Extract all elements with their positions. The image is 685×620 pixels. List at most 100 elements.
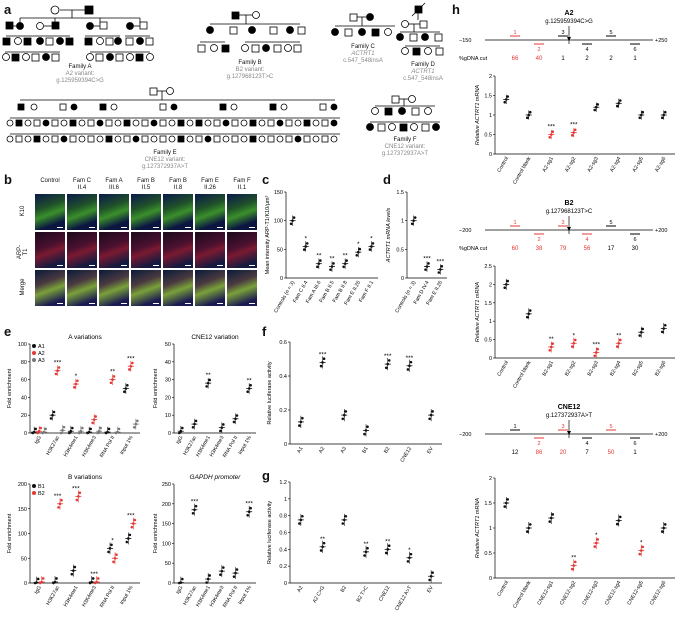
data-point (330, 265, 334, 268)
data-point (528, 523, 532, 526)
significance-label: * (357, 241, 360, 248)
significance-label: * (111, 537, 114, 544)
data-point (641, 110, 645, 114)
locus-subtitle: g.127372937A>T (546, 413, 593, 419)
data-point (91, 421, 94, 425)
data-point (68, 431, 71, 435)
data-point (615, 104, 619, 108)
family-e-caption: Family E CNE12 variant: g.127372937A>T (125, 150, 205, 171)
y-tick-label: 0.6 (279, 340, 287, 346)
data-point (34, 427, 37, 431)
panel-letter-g: g (262, 468, 270, 483)
data-point (364, 550, 368, 554)
scale-bar (57, 265, 63, 266)
micro-tile (131, 232, 161, 268)
significance-label: *** (319, 351, 327, 358)
data-point (429, 413, 433, 417)
data-point (660, 530, 664, 533)
micro-col-header: Fam A III.6 (98, 178, 130, 192)
y-tick-label: 0 (24, 581, 27, 587)
data-point (370, 245, 373, 248)
data-point (37, 429, 41, 433)
data-point (618, 515, 622, 519)
micro-col-header: Fam E II.26 (194, 178, 226, 192)
data-point (551, 513, 555, 516)
data-point (424, 268, 427, 271)
data-point (301, 416, 304, 420)
data-point (321, 361, 324, 364)
data-point (55, 577, 58, 580)
micro-tile (35, 232, 65, 268)
data-point (506, 498, 510, 501)
guide-number: 4 (585, 237, 588, 243)
y-tick-label: 200 (162, 502, 171, 508)
scale-bar (121, 303, 127, 304)
guide-number: 4 (585, 47, 588, 53)
data-point (503, 505, 507, 508)
data-point (573, 560, 577, 564)
panel-letter-d: d (383, 172, 391, 187)
data-point (232, 420, 236, 424)
x-tick-label: CNE12-sg6 (649, 580, 668, 606)
data-point (62, 425, 66, 429)
gdna-cut-value: 40 (536, 56, 543, 62)
scale-bar (249, 303, 255, 304)
y-tick-label: 150 (162, 522, 171, 528)
data-point (503, 100, 507, 104)
data-point (133, 426, 136, 429)
significance-label: * (640, 540, 643, 547)
y-tick-label: 20 (165, 395, 171, 401)
scale-bar (185, 227, 191, 228)
data-point (425, 265, 429, 268)
x-tick-label: CNE12 A>T (394, 584, 413, 612)
gdna-cut-value: 66 (512, 56, 519, 62)
data-point (87, 430, 91, 434)
y-tick-label: 100 (274, 219, 283, 225)
y-tick-label: 0 (401, 276, 404, 282)
guide-number: 5 (609, 220, 612, 226)
data-point (525, 315, 529, 319)
locus-subtitle: g.125959394C>G (545, 19, 593, 25)
y-tick-label: 30 (165, 378, 171, 384)
scale-bar (57, 303, 63, 304)
data-point (321, 545, 324, 549)
guide-number: 3 (561, 220, 564, 226)
data-point (503, 286, 507, 290)
significance-label: *** (127, 355, 135, 362)
data-point (366, 425, 369, 429)
data-point (431, 410, 434, 413)
data-point (208, 378, 211, 382)
guide-number: 2 (537, 47, 540, 53)
gdna-cut-value: 79 (560, 246, 567, 252)
family-c-name: Family C (351, 44, 375, 50)
data-point (356, 250, 360, 254)
data-point (205, 581, 208, 584)
data-point (125, 540, 129, 544)
micro-col-fam: Fam C (73, 178, 91, 184)
data-point (123, 390, 126, 394)
significance-label: ** (320, 536, 326, 543)
data-point (570, 567, 574, 571)
x-tick-label: H3K27ac (45, 435, 61, 457)
x-tick-label: H3K4me1 (63, 435, 80, 458)
micro-col-fam: Fam B (137, 178, 155, 184)
family-c-variant: ACTRT1 (351, 51, 375, 57)
data-point (431, 571, 434, 574)
micro-tile (227, 194, 257, 230)
significance-label: *** (191, 499, 199, 506)
data-point (506, 95, 510, 98)
scale-bar (249, 265, 255, 266)
gdna-cut-label: %gDNA cut (459, 246, 488, 252)
scale-bar (185, 303, 191, 304)
y-tick-label: 80 (21, 360, 27, 366)
micro-tile (35, 270, 65, 306)
micro-tile (131, 194, 161, 230)
data-point (344, 410, 348, 413)
data-point (596, 347, 600, 351)
micro-col-fam: Control (40, 178, 60, 184)
data-point (36, 431, 39, 435)
data-point (639, 549, 643, 552)
data-point (615, 345, 619, 348)
micro-tile (227, 270, 257, 306)
micro-tile (99, 194, 129, 230)
